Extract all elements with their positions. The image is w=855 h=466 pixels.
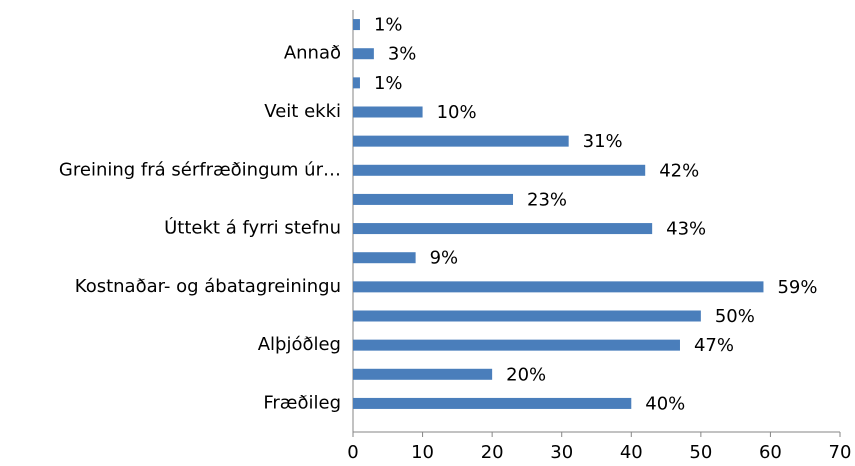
bar [353, 339, 680, 351]
y-tick-label: Fræðileg [263, 392, 341, 413]
value-label: 9% [430, 248, 459, 269]
y-tick-label: Greining frá sérfræðingum úr… [59, 159, 341, 180]
value-label: 3% [388, 44, 417, 65]
value-label: 43% [666, 219, 706, 240]
value-label: 50% [715, 306, 755, 327]
bar [353, 281, 764, 293]
x-tick-label: 20 [481, 442, 504, 463]
value-label: 40% [645, 393, 685, 414]
bar [353, 193, 514, 205]
x-tick-label: 50 [689, 442, 712, 463]
value-label: 10% [437, 102, 477, 123]
y-tick-label: Kostnaðar- og ábatagreiningu [75, 276, 341, 297]
value-label: 1% [374, 15, 403, 36]
value-label: 42% [659, 160, 699, 181]
bar [353, 252, 416, 264]
bar [353, 19, 360, 31]
bar [353, 135, 569, 147]
x-tick-label: 60 [759, 442, 782, 463]
x-tick-label: 10 [411, 442, 434, 463]
y-tick-label: Veit ekki [264, 101, 341, 122]
bar [353, 397, 632, 409]
y-tick-label: Úttekt á fyrri stefnu [164, 217, 341, 239]
bar [353, 223, 653, 235]
x-tick-label: 30 [550, 442, 573, 463]
value-label: 1% [374, 73, 403, 94]
bar [353, 310, 701, 322]
value-label: 31% [583, 131, 623, 152]
x-tick-label: 70 [829, 442, 852, 463]
bar [353, 368, 493, 380]
x-tick-label: 40 [620, 442, 643, 463]
value-label: 23% [527, 189, 567, 210]
bar [353, 164, 646, 176]
y-tick-label: Alþjóðleg [258, 334, 341, 355]
bar [353, 106, 423, 118]
value-label: 20% [506, 364, 546, 385]
value-label: 59% [777, 277, 817, 298]
x-tick-label: 0 [347, 442, 358, 463]
value-label: 47% [694, 335, 734, 356]
bar [353, 48, 374, 60]
y-tick-label: Annað [284, 43, 341, 64]
bar [353, 77, 360, 89]
